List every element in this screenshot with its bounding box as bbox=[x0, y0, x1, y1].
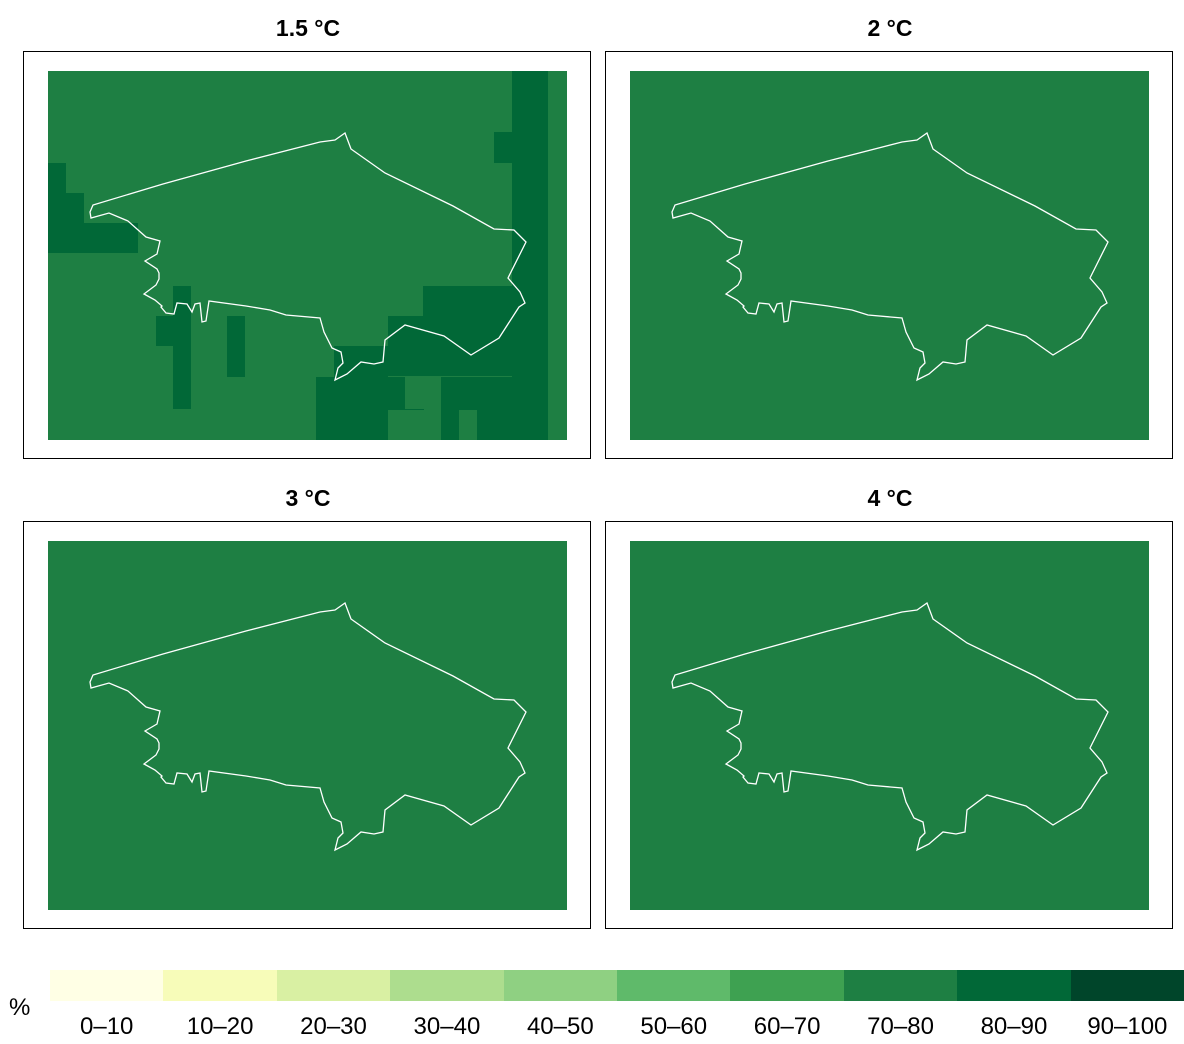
map-panel-4c bbox=[605, 521, 1173, 929]
panel-title-2c: 2 °C bbox=[867, 15, 913, 41]
mid-value-cells bbox=[388, 377, 477, 440]
map-panel-3c bbox=[23, 521, 591, 929]
map-4c bbox=[630, 541, 1149, 910]
legend-label: 50–60 bbox=[640, 1013, 708, 1040]
legend-label: 90–100 bbox=[1087, 1013, 1168, 1040]
legend-label: 20–30 bbox=[300, 1013, 367, 1040]
panel-title-3c: 3 °C bbox=[285, 485, 331, 511]
legend-label: 60–70 bbox=[753, 1013, 821, 1040]
map-background bbox=[630, 541, 1149, 910]
panel-title-1-5c: 1.5 °C bbox=[275, 15, 341, 41]
region-boundary bbox=[89, 131, 527, 382]
legend-swatch bbox=[163, 970, 277, 1001]
legend-swatch bbox=[276, 970, 391, 1001]
legend-label: 30–40 bbox=[413, 1013, 481, 1040]
legend-color-bar bbox=[50, 970, 1184, 1001]
legend-unit: % bbox=[9, 994, 31, 1021]
legend-swatch bbox=[50, 970, 164, 1001]
legend-labels: 0–10 10–20 20–30 30–40 40–50 50–60 60–70 70–80 8… bbox=[50, 1013, 1184, 1041]
map-panel-1-5c bbox=[23, 51, 591, 459]
map-background bbox=[48, 541, 567, 910]
legend-label: 80–90 bbox=[980, 1013, 1048, 1040]
legend-label: 0–10 bbox=[80, 1013, 134, 1040]
region-boundary bbox=[89, 601, 527, 852]
legend-swatch bbox=[1070, 970, 1184, 1001]
legend-label: 70–80 bbox=[867, 1013, 934, 1040]
map-panel-2c bbox=[605, 51, 1173, 459]
region-boundary bbox=[671, 131, 1109, 382]
legend-label: 40–50 bbox=[526, 1013, 594, 1040]
high-value-cells bbox=[48, 71, 548, 440]
legend-swatch bbox=[617, 970, 731, 1001]
legend-swatch bbox=[390, 970, 504, 1001]
legend-swatch bbox=[957, 970, 1071, 1001]
map-background bbox=[630, 71, 1149, 440]
legend-swatch bbox=[843, 970, 958, 1001]
map-3c bbox=[48, 541, 567, 910]
legend-swatch bbox=[730, 970, 844, 1001]
map-1-5c bbox=[48, 71, 567, 440]
panel-title-4c: 4 °C bbox=[867, 485, 913, 511]
legend-swatch bbox=[503, 970, 618, 1001]
legend-label: 10–20 bbox=[186, 1013, 254, 1040]
map-2c bbox=[630, 71, 1149, 440]
region-boundary bbox=[671, 601, 1109, 852]
